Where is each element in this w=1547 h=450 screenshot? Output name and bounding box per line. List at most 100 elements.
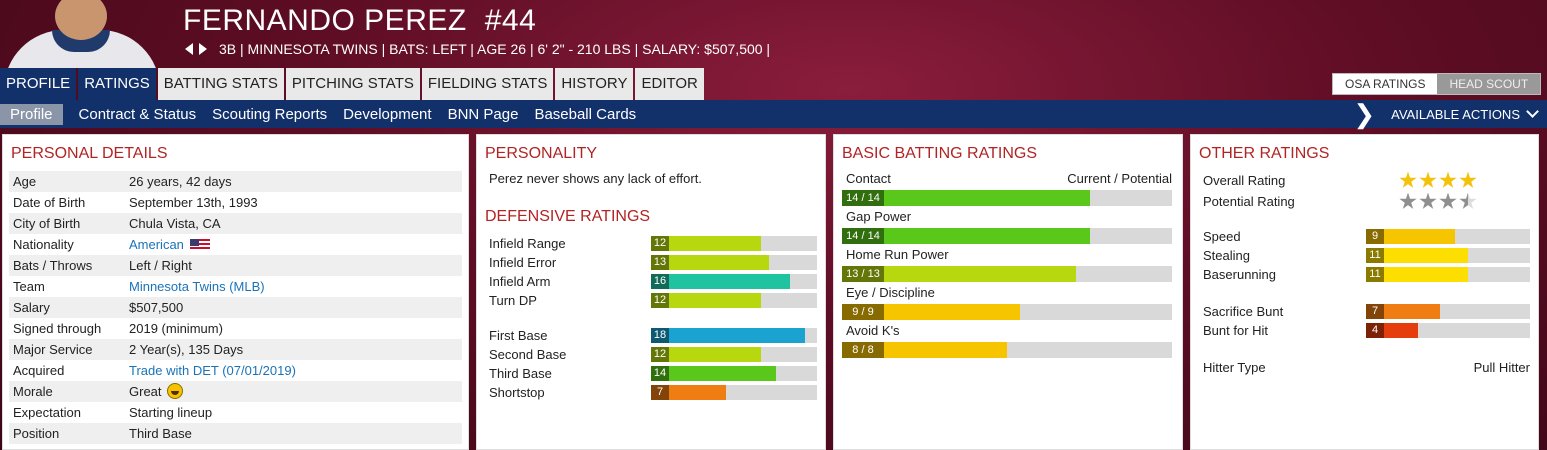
detail-value: Left / Right [129, 258, 192, 273]
star-icon [1399, 171, 1417, 188]
personal-details-list: Age 26 years, 42 days Date of Birth Septem… [9, 171, 462, 444]
double-chevron-icon: ❯ [1353, 99, 1376, 129]
rating-value: 11 [1366, 267, 1384, 282]
subnav-development[interactable]: Development [343, 105, 432, 123]
nationality-link[interactable]: American [129, 237, 184, 252]
rating-bar: 9 [1366, 229, 1530, 244]
team-link[interactable]: Minnesota Twins (MLB) [129, 279, 265, 294]
rating-row: Sacrifice Bunt 7 [1203, 302, 1530, 321]
subnav-bnn-page[interactable]: BNN Page [447, 105, 519, 123]
tab-fielding-stats[interactable]: FIELDING STATS [421, 68, 554, 100]
detail-row: Nationality American [9, 234, 462, 255]
batting-rating-fill [842, 190, 1090, 206]
bunting-ratings: Sacrifice Bunt 7 Bunt for Hit 4 [1191, 302, 1538, 340]
rating-value: 14 [651, 366, 669, 381]
detail-value: Great [129, 381, 462, 402]
detail-key: Expectation [13, 405, 81, 420]
us-flag-icon [189, 239, 210, 251]
rating-bar-fill [651, 255, 769, 270]
batting-rating-bar: 14 / 14 [842, 190, 1172, 206]
head-scout-button[interactable]: HEAD SCOUT [1437, 74, 1541, 94]
rating-label: Turn DP [489, 293, 537, 308]
rating-row: Speed 9 [1203, 227, 1530, 246]
batting-rating-fill [842, 304, 1021, 320]
star-icon [1459, 171, 1477, 188]
happy-face-icon [166, 383, 183, 399]
rating-bar-fill [1366, 248, 1468, 263]
detail-key: Salary [13, 300, 50, 315]
tab-pitching-stats[interactable]: PITCHING STATS [285, 68, 420, 100]
rating-bar-fill [1366, 267, 1468, 282]
detail-row: Signed through 2019 (minimum) [9, 318, 462, 339]
rating-value: 12 [651, 347, 669, 362]
personal-details-panel: PERSONAL DETAILS Age 26 years, 42 days Da… [2, 134, 469, 450]
batting-rating-fill [842, 228, 1090, 244]
tab-history[interactable]: HISTORY [555, 68, 634, 100]
rating-value: 9 [1366, 229, 1384, 244]
rating-row: First Base 18 [489, 326, 817, 345]
rating-bar: 4 [1366, 323, 1530, 338]
rating-row: Third Base 14 [489, 364, 817, 383]
detail-row: City of Birth Chula Vista, CA [9, 213, 462, 234]
rating-row: Baserunning 11 [1203, 265, 1530, 284]
rating-bar: 13 [651, 255, 817, 270]
defensive-ratings-infield: Infield Range 12 Infield Error 13 Infield Ar… [477, 234, 825, 310]
rating-row: Second Base 12 [489, 345, 817, 364]
detail-value: Chula Vista, CA [129, 216, 221, 231]
tab-ratings[interactable]: RATINGS [78, 68, 156, 100]
rating-label: Bunt for Hit [1203, 323, 1269, 338]
previous-player-icon[interactable] [185, 43, 193, 55]
rating-label: Infield Range [489, 236, 566, 251]
batting-rating-bar: 13 / 13 [842, 266, 1172, 282]
tab-editor[interactable]: EDITOR [635, 68, 704, 100]
ratings-source-toggle: OSA RATINGS HEAD SCOUT [1332, 73, 1542, 95]
detail-key: Position [13, 426, 60, 441]
rating-row: Infield Range 12 [489, 234, 817, 253]
star-icon [1439, 171, 1457, 188]
rating-label: Infield Error [489, 255, 557, 270]
morale-value: Great [129, 384, 162, 399]
detail-value: 26 years, 42 days [129, 174, 232, 189]
detail-key: Acquired [13, 363, 65, 378]
overall-rating-row: Overall Rating [1203, 171, 1530, 190]
available-actions-menu[interactable]: ❯ AVAILABLE ACTIONS [1353, 99, 1539, 129]
subnav-scouting-reports[interactable]: Scouting Reports [212, 105, 328, 123]
sub-navigation: Profile Contract & Status Scouting Repor… [0, 100, 1547, 128]
next-player-icon[interactable] [199, 43, 207, 55]
rating-value: 12 [651, 293, 669, 308]
batting-first-label: Contact [846, 171, 891, 186]
batting-rating-value: 14 / 14 [842, 228, 884, 244]
star-icon [1399, 192, 1417, 209]
batting-rating-fill [842, 266, 1077, 282]
overall-rating-stars [1399, 171, 1479, 190]
batting-header-row: Contact Current / Potential [846, 171, 1172, 187]
hitter-type-value: Pull Hitter [1473, 360, 1530, 375]
rating-bar: 7 [1366, 304, 1530, 319]
subnav-baseball-cards[interactable]: Baseball Cards [534, 105, 637, 123]
subnav-profile[interactable]: Profile [0, 103, 63, 125]
batting-rating-value: 8 / 8 [842, 342, 884, 358]
batting-rating-value: 13 / 13 [842, 266, 884, 282]
subnav-contract-status[interactable]: Contract & Status [78, 105, 197, 123]
detail-row: Morale Great [9, 381, 462, 402]
detail-value: $507,500 [129, 300, 184, 315]
detail-row: Expectation Starting lineup [9, 402, 462, 423]
rating-label: Sacrifice Bunt [1203, 304, 1284, 319]
osa-ratings-button[interactable]: OSA RATINGS [1333, 74, 1438, 94]
detail-key: Age [13, 174, 37, 189]
detail-value: Third Base [129, 426, 192, 441]
batting-rating-value: 14 / 14 [842, 190, 884, 206]
acquired-link[interactable]: Trade with DET (07/01/2019) [129, 363, 296, 378]
rating-bar: 14 [651, 366, 817, 381]
star-icon [1419, 171, 1437, 188]
tab-profile[interactable]: PROFILE [0, 68, 77, 100]
rating-bar-fill [651, 274, 791, 289]
personality-title: PERSONALITY [485, 145, 598, 162]
tab-batting-stats[interactable]: BATTING STATS [157, 68, 284, 100]
potential-rating-label: Potential Rating [1203, 194, 1295, 209]
rating-label: Second Base [489, 347, 567, 362]
personality-panel: PERSONALITY Perez never shows any lack o… [476, 134, 826, 450]
rating-bar-fill [651, 347, 761, 362]
rating-label: Baserunning [1203, 267, 1276, 282]
available-actions-label: AVAILABLE ACTIONS [1391, 106, 1520, 122]
